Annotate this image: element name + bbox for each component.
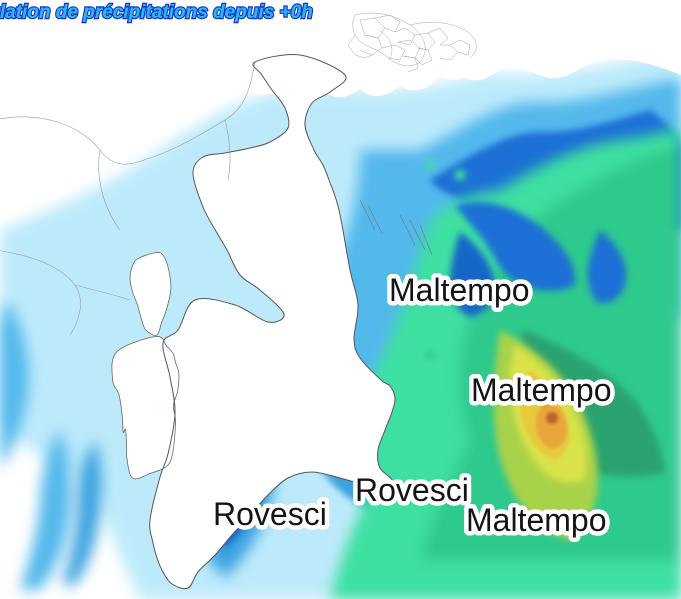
svg-text:Maltempo: Maltempo bbox=[466, 502, 607, 538]
svg-text:Maltempo: Maltempo bbox=[471, 372, 612, 408]
svg-text:Rovesci: Rovesci bbox=[355, 472, 469, 508]
svg-text:Rovesci: Rovesci bbox=[213, 496, 327, 532]
svg-text:Maltempo: Maltempo bbox=[389, 272, 530, 308]
svg-text:Cumulation de précipitations d: Cumulation de précipitations depuis +0h bbox=[0, 2, 313, 23]
